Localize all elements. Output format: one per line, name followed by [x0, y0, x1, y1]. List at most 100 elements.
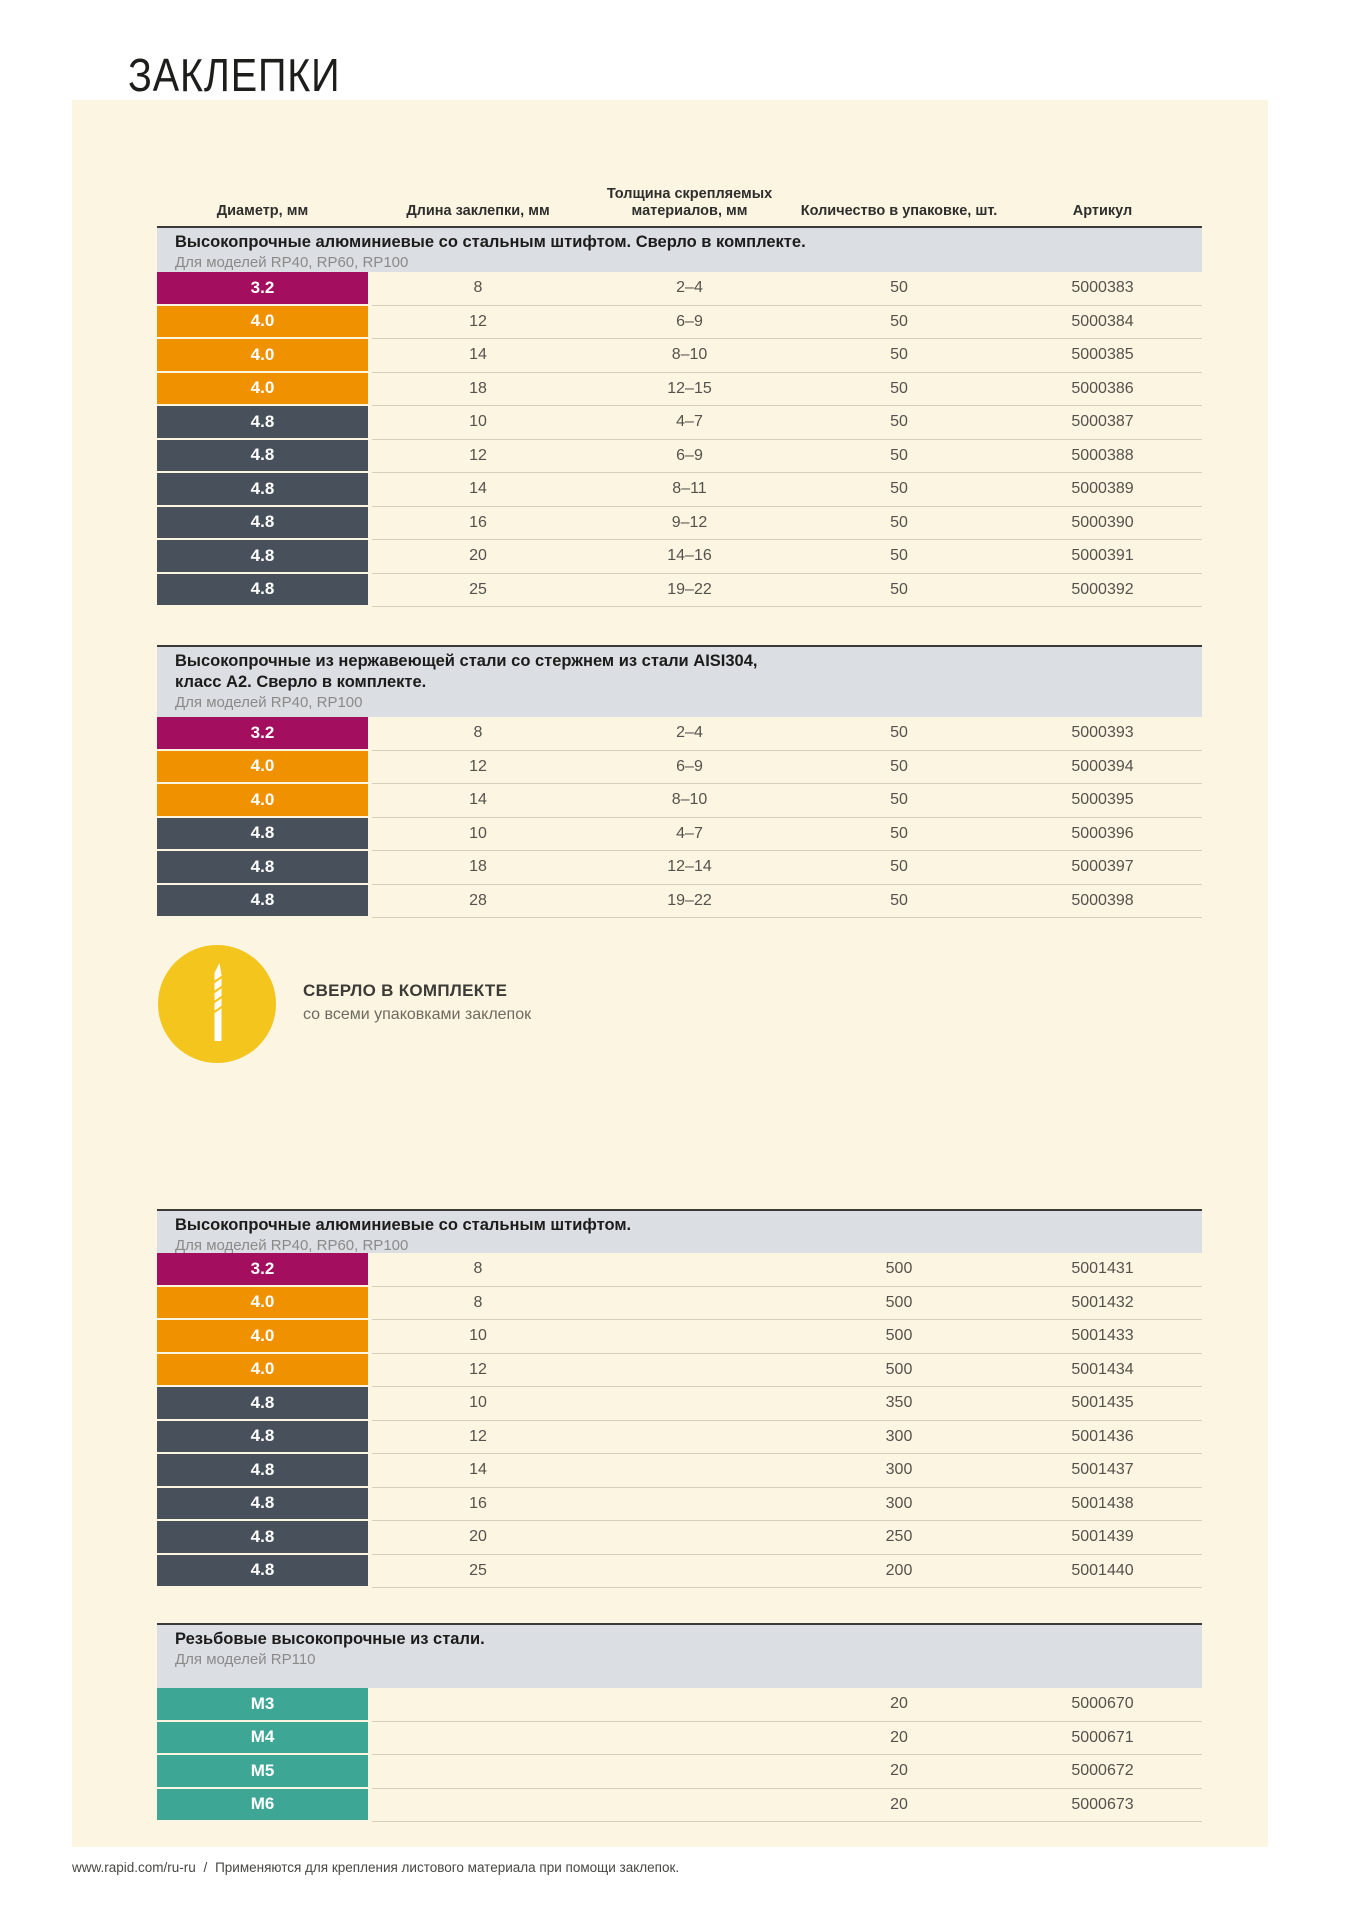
qty-cell: 500 [795, 1354, 1003, 1387]
section-title: Высокопрочные алюминиевые со стальным шт… [175, 1216, 632, 1234]
thickness-cell [584, 1521, 795, 1555]
length-cell: 25 [372, 1555, 584, 1588]
section-rows: M3 20 5000670 M4 20 5000671 M5 20 500067… [157, 1688, 1202, 1822]
length-cell: 18 [372, 373, 584, 406]
drill-bit-icon [158, 945, 276, 1063]
thickness-cell [584, 1253, 795, 1287]
length-cell: 12 [372, 1421, 584, 1454]
sku-cell: 5000388 [1003, 440, 1202, 473]
thickness-cell [584, 1320, 795, 1354]
section-titles: Высокопрочные алюминиевые со стальным шт… [175, 1215, 1192, 1236]
section-header-band: Резьбовые высокопрочные из стали. Для мо… [157, 1623, 1202, 1688]
section-titles: Высокопрочные из нержавеющей стали со ст… [175, 651, 1192, 693]
thickness-cell [584, 1387, 795, 1421]
sku-cell: 5000387 [1003, 406, 1202, 440]
table-row: 4.8 10 4–7 50 5000396 [157, 817, 1202, 851]
qty-cell: 350 [795, 1387, 1003, 1421]
sku-cell: 5000398 [1003, 885, 1202, 918]
table-column-headers: Диаметр, мм Длина заклепки, мм Толщина с… [157, 140, 1202, 226]
section-subtitle: Для моделей RP40, RP100 [175, 694, 363, 711]
diameter-cell: M3 [157, 1688, 368, 1722]
sku-cell: 5001432 [1003, 1287, 1202, 1320]
diameter-cell: 4.0 [157, 750, 368, 784]
table-row: 4.0 12 6–9 50 5000384 [157, 305, 1202, 339]
qty-cell: 250 [795, 1521, 1003, 1555]
thickness-cell: 12–15 [584, 373, 795, 406]
qty-cell: 20 [795, 1722, 1003, 1755]
diameter-cell: 4.0 [157, 784, 368, 818]
thickness-cell: 2–4 [584, 717, 795, 751]
thickness-cell [584, 1755, 795, 1789]
drill-badge-title: СВЕРЛО В КОМПЛЕКТЕ [303, 981, 508, 1000]
table-row: 4.0 18 12–15 50 5000386 [157, 372, 1202, 406]
thickness-cell [584, 1488, 795, 1521]
footer: www.rapid.com/ru-ru / Применяются для кр… [72, 1860, 683, 1875]
thickness-cell [584, 1287, 795, 1320]
diameter-cell: 4.0 [157, 339, 368, 373]
sku-cell: 5001438 [1003, 1488, 1202, 1521]
sku-cell: 5001434 [1003, 1354, 1202, 1387]
thickness-cell: 19–22 [584, 574, 795, 607]
table-row: M5 20 5000672 [157, 1755, 1202, 1789]
qty-cell: 300 [795, 1421, 1003, 1454]
diameter-cell: 4.0 [157, 305, 368, 339]
diameter-cell: M6 [157, 1788, 368, 1822]
diameter-cell: 4.8 [157, 1420, 368, 1454]
thickness-cell [584, 1454, 795, 1488]
product-table-section: Высокопрочные алюминиевые со стальным шт… [157, 1209, 1202, 1588]
thickness-cell [584, 1354, 795, 1387]
thickness-cell: 8–10 [584, 784, 795, 818]
section-subtitle: Для моделей RP40, RP60, RP100 [175, 254, 409, 271]
qty-cell: 50 [795, 540, 1003, 574]
table-row: 4.8 12 6–9 50 5000388 [157, 439, 1202, 473]
product-table-section: Резьбовые высокопрочные из стали. Для мо… [157, 1623, 1202, 1822]
length-cell [372, 1722, 584, 1755]
length-cell: 14 [372, 473, 584, 507]
table-row: 4.0 12 500 5001434 [157, 1353, 1202, 1387]
table-row: 4.8 12 300 5001436 [157, 1420, 1202, 1454]
thickness-cell [584, 1688, 795, 1722]
diameter-cell: 4.8 [157, 540, 368, 574]
section-rows: 3.2 8 500 5001431 4.0 8 500 5001432 4.0 … [157, 1253, 1202, 1588]
table-row: 4.8 20 250 5001439 [157, 1521, 1202, 1555]
drill-badge-subtitle: со всеми упаковками заклепок [303, 1006, 532, 1023]
qty-cell: 50 [795, 339, 1003, 373]
diameter-cell: 3.2 [157, 717, 368, 751]
thickness-cell: 4–7 [584, 406, 795, 440]
thickness-cell: 4–7 [584, 818, 795, 851]
qty-cell: 50 [795, 306, 1003, 339]
thickness-cell [584, 1421, 795, 1454]
sku-cell: 5000386 [1003, 373, 1202, 406]
diameter-cell: 4.8 [157, 1487, 368, 1521]
sku-cell: 5001440 [1003, 1555, 1202, 1588]
diameter-cell: 4.8 [157, 406, 368, 440]
section-subtitle: Для моделей RP110 [175, 1651, 316, 1668]
diameter-cell: M5 [157, 1755, 368, 1789]
sku-cell: 5000389 [1003, 473, 1202, 507]
table-row: 4.0 14 8–10 50 5000395 [157, 784, 1202, 818]
table-row: 4.0 12 6–9 50 5000394 [157, 750, 1202, 784]
length-cell: 12 [372, 1354, 584, 1387]
table-row: 3.2 8 2–4 50 5000383 [157, 272, 1202, 306]
length-cell: 10 [372, 1387, 584, 1421]
table-row: M3 20 5000670 [157, 1688, 1202, 1722]
diameter-cell: 4.8 [157, 884, 368, 918]
length-cell: 20 [372, 1521, 584, 1555]
sku-cell: 5001435 [1003, 1387, 1202, 1421]
length-cell: 10 [372, 818, 584, 851]
diameter-cell: M4 [157, 1721, 368, 1755]
content-panel: Диаметр, мм Длина заклепки, мм Толщина с… [72, 100, 1268, 1847]
diameter-cell: 4.8 [157, 1454, 368, 1488]
column-header-qty: Количество в упаковке, шт. [800, 203, 998, 219]
section-header-band: Высокопрочные из нержавеющей стали со ст… [157, 645, 1202, 717]
sku-cell: 5000392 [1003, 574, 1202, 607]
qty-cell: 50 [795, 574, 1003, 607]
column-header-thickness: Толщина скрепляемых материалов, мм [606, 186, 773, 219]
section-title: Высокопрочные алюминиевые со стальным шт… [175, 233, 806, 251]
section-header-band: Высокопрочные алюминиевые со стальным шт… [157, 1209, 1202, 1254]
table-row: 4.8 25 200 5001440 [157, 1554, 1202, 1588]
table-row: 4.8 25 19–22 50 5000392 [157, 573, 1202, 607]
qty-cell: 50 [795, 440, 1003, 473]
drill-badge-circle [158, 945, 276, 1063]
sku-cell: 5000396 [1003, 818, 1202, 851]
